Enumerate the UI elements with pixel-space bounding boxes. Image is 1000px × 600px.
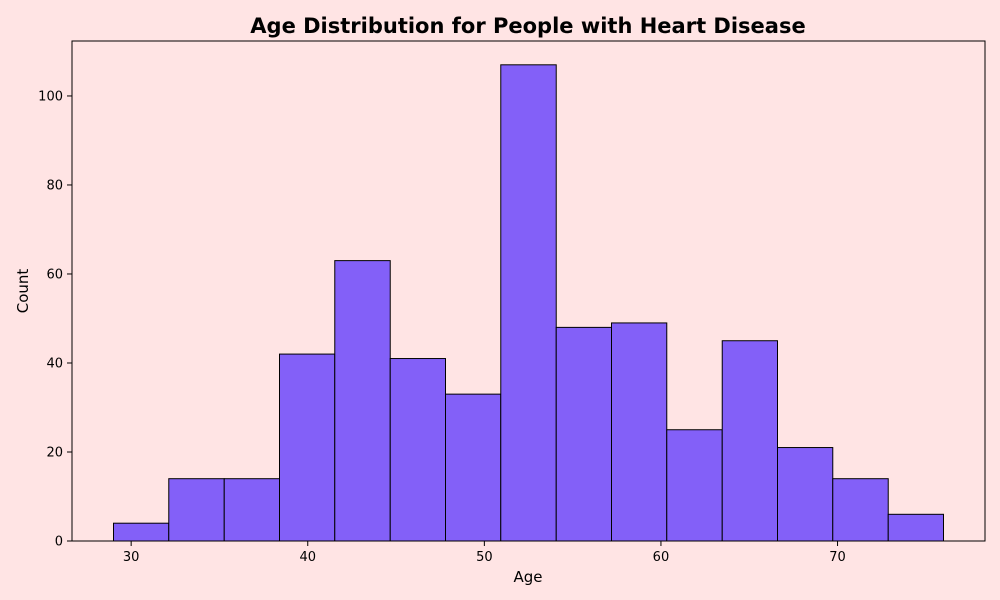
y-tick-label: 0	[55, 535, 63, 550]
y-tick-label: 80	[46, 178, 63, 193]
y-axis-label: Count	[14, 269, 32, 314]
plot-frame	[71, 40, 986, 542]
histogram-bar	[389, 358, 446, 542]
histogram-bar	[113, 522, 170, 542]
x-axis-label: Age	[513, 568, 542, 586]
x-tick-label: 30	[123, 550, 140, 565]
x-tick-label: 50	[476, 550, 493, 565]
x-axis-ticks: 30 40 50 60 70	[123, 541, 846, 565]
histogram-bar	[445, 393, 502, 542]
x-tick-label: 60	[653, 550, 670, 565]
histogram-bar	[777, 447, 834, 542]
y-tick-label: 60	[46, 267, 63, 282]
histogram-bar	[168, 478, 225, 542]
y-tick-label: 100	[38, 89, 63, 104]
histogram-bar	[223, 478, 280, 542]
histogram-bar	[721, 340, 778, 542]
histogram-bar	[279, 353, 336, 542]
histogram-bar	[887, 513, 944, 542]
histogram-bar	[611, 322, 668, 542]
chart-title: Age Distribution for People with Heart D…	[250, 14, 805, 38]
x-tick-label: 70	[829, 550, 846, 565]
histogram-bar	[500, 64, 557, 542]
y-tick-label: 40	[46, 356, 63, 371]
x-tick-label: 40	[299, 550, 316, 565]
histogram-bar	[334, 260, 391, 542]
y-tick-label: 20	[46, 445, 63, 460]
bars-layer	[113, 64, 944, 542]
y-axis-ticks: 0 20 40 60 80 100	[38, 89, 72, 550]
histogram-bar	[832, 478, 889, 542]
histogram-bar	[555, 326, 612, 542]
histogram-bar	[666, 429, 723, 542]
